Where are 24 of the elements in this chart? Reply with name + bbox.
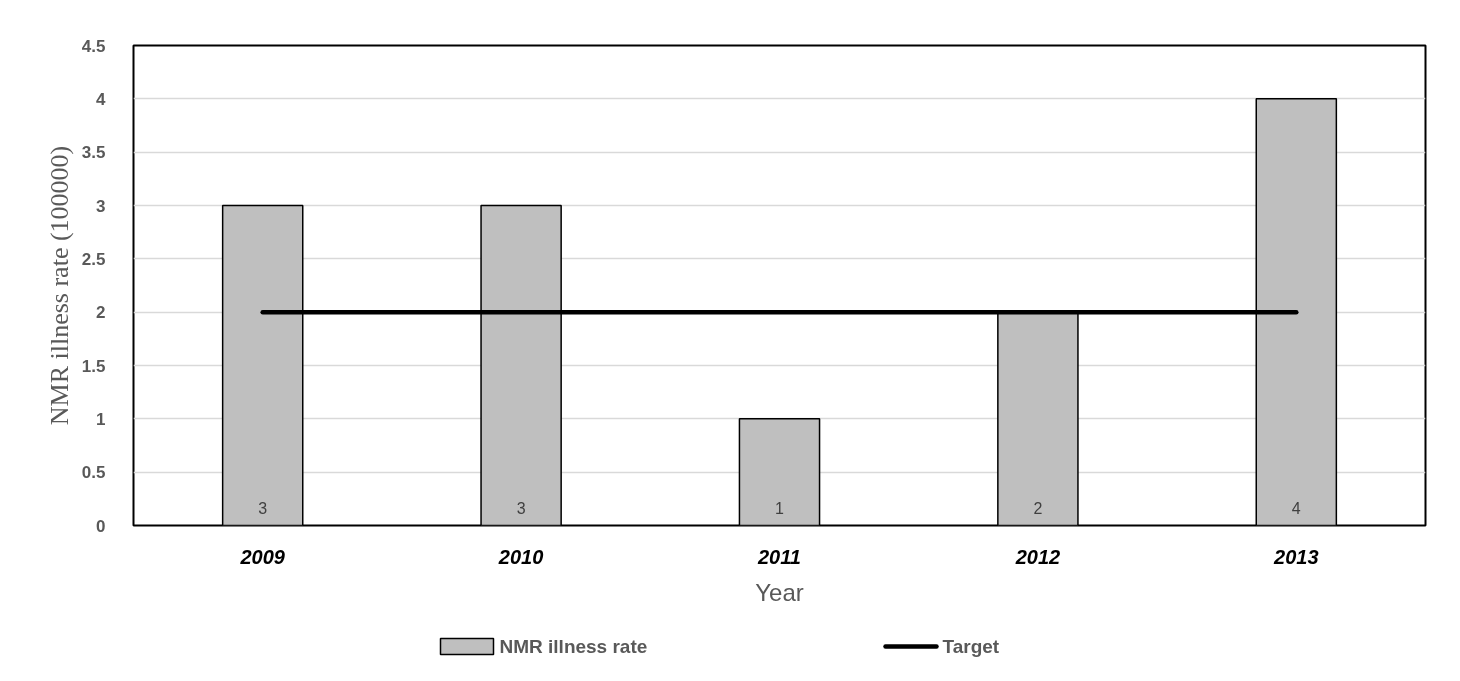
y-tick-label: 3.5 xyxy=(81,143,106,163)
x-axis-title: Year xyxy=(755,578,804,606)
x-tick-label: 2011 xyxy=(757,545,802,568)
x-tick-label: 2009 xyxy=(239,545,286,568)
y-tick-label: 4.5 xyxy=(81,36,106,56)
data-label: 1 xyxy=(775,499,785,517)
y-tick-label: 2.5 xyxy=(81,249,106,269)
data-label: 2 xyxy=(1033,499,1043,517)
data-label: 4 xyxy=(1291,499,1301,517)
y-tick-label: 1.5 xyxy=(81,356,106,376)
data-label: 3 xyxy=(258,499,268,517)
y-tick-label: 3 xyxy=(96,196,106,216)
y-axis-title: NMR illness rate (100000) xyxy=(44,145,74,426)
y-tick-label: 1 xyxy=(96,409,106,429)
legend-label: NMR illness rate xyxy=(499,636,648,657)
x-tick-label: 2010 xyxy=(497,545,544,568)
legend-label: Target xyxy=(942,636,1000,657)
x-tick-label: 2013 xyxy=(1273,545,1319,568)
y-tick-label: 2 xyxy=(96,303,106,323)
y-tick-label: 0 xyxy=(96,516,106,536)
y-tick-label: 4 xyxy=(96,89,107,109)
x-tick-label: 2012 xyxy=(1014,545,1061,568)
data-label: 3 xyxy=(516,499,526,517)
y-tick-label: 0.5 xyxy=(81,463,106,483)
